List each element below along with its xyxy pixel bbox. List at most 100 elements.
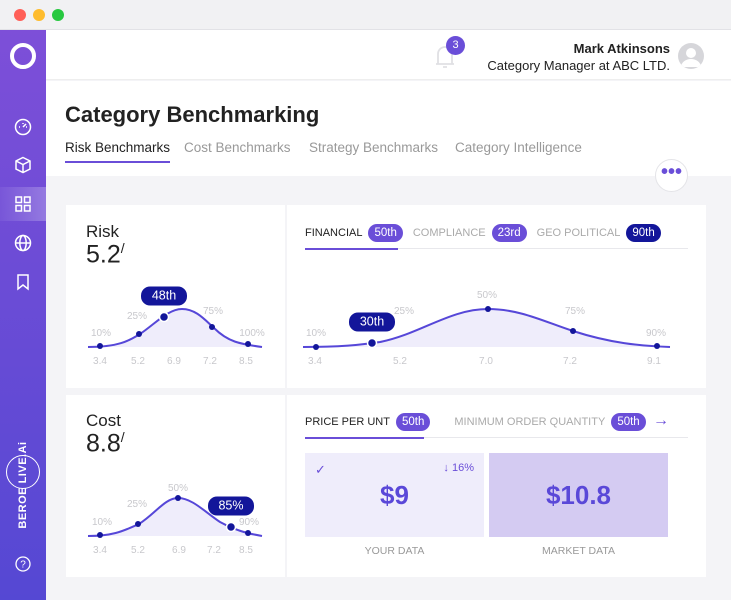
financial-curve-fill	[303, 309, 670, 347]
globe-icon	[14, 234, 32, 252]
market-data-box: $10.8	[489, 453, 668, 537]
risk-percentile-badge: 48th	[141, 286, 187, 306]
cost-sub-tabs: PRICE PER UNT 50th MINIMUM ORDER QUANTITY…	[305, 413, 646, 431]
percent-label: 25%	[126, 311, 148, 322]
percent-label: 10%	[90, 328, 112, 339]
user-name: Mark Atkinsons	[573, 41, 670, 56]
percent-label: 90%	[645, 328, 667, 339]
tab-badge: 23rd	[491, 224, 527, 242]
x-label: 7.2	[203, 356, 217, 367]
cost-percentile-badge: 85%	[208, 496, 254, 516]
risk-point	[136, 331, 142, 337]
percent-label: 50%	[476, 290, 498, 301]
financial-point	[313, 344, 319, 350]
tab-risk-benchmarks[interactable]: Risk Benchmarks	[65, 140, 171, 155]
financial-marker	[366, 337, 378, 349]
tab-badge: 50th	[368, 224, 403, 242]
avatar[interactable]	[678, 43, 704, 69]
sidebar-item-bookmarks[interactable]	[0, 265, 46, 299]
notifications-button[interactable]: 3	[428, 36, 465, 72]
window-titlebar	[0, 0, 731, 30]
percent-label: 25%	[393, 306, 415, 317]
tab-cost-benchmarks[interactable]: Cost Benchmarks	[184, 140, 291, 155]
divider	[305, 437, 688, 438]
financial-percentile-badge: 30th	[349, 312, 395, 332]
your-data-label: YOUR DATA	[364, 545, 425, 557]
tab-minimum-order-quantity[interactable]: MINIMUM ORDER QUANTITY 50th	[454, 413, 646, 431]
tab-category-intelligence[interactable]: Category Intelligence	[455, 140, 582, 155]
percent-label: 25%	[126, 499, 148, 510]
sidebar-item-global[interactable]	[0, 226, 46, 260]
risk-sub-tabs: FINANCIAL 50th COMPLIANCE 23rd GEO POLITIC…	[305, 224, 661, 242]
cost-point	[175, 495, 181, 501]
cost-score: 8.8/	[86, 429, 125, 458]
x-label: 3.4	[93, 356, 107, 367]
financial-curve	[302, 306, 671, 350]
cost-curve-fill	[88, 498, 262, 536]
risk-label: Risk	[86, 222, 120, 241]
x-label: 5.2	[131, 545, 145, 556]
cost-curve	[87, 495, 263, 538]
tab-label: PRICE PER UNT	[305, 416, 390, 428]
divider	[305, 248, 688, 249]
page-header: Category Benchmarking	[46, 81, 731, 176]
change-value: 16%	[451, 462, 474, 474]
bookmark-icon	[17, 274, 29, 291]
x-label: 8.5	[239, 545, 253, 556]
financial-point	[654, 343, 660, 349]
risk-value: 5.2	[86, 240, 121, 269]
sidebar: BEROE LIVE.Ai ?	[0, 30, 46, 600]
check-icon: ✓	[315, 462, 326, 477]
cost-summary-card	[66, 395, 285, 577]
cost-marker	[225, 521, 237, 533]
more-icon: •••	[660, 161, 682, 183]
user-role: Category Manager at ABC LTD.	[487, 58, 670, 73]
change-indicator: ↓ 16%	[443, 462, 474, 474]
next-tab-button[interactable]: →	[653, 412, 669, 430]
brand-logo-ring	[6, 455, 40, 489]
arrow-right-icon: →	[653, 412, 669, 429]
help-button[interactable]: ?	[0, 547, 46, 581]
tab-badge: 50th	[395, 413, 431, 431]
svg-text:?: ?	[20, 560, 26, 571]
sidebar-item-benchmarking[interactable]	[0, 187, 46, 221]
tab-label: GEO POLITICAL	[536, 227, 621, 239]
market-data-label: MARKET DATA	[542, 545, 615, 557]
risk-point	[245, 341, 251, 347]
active-tab-indicator	[305, 437, 424, 439]
x-label: 9.1	[647, 356, 661, 367]
sidebar-item-dashboard[interactable]	[0, 110, 46, 144]
percent-label: 10%	[91, 517, 113, 528]
page-title: Category Benchmarking	[65, 102, 320, 127]
percent-label: 75%	[202, 306, 224, 317]
cost-label: Cost	[86, 411, 121, 430]
tab-geo-political[interactable]: GEO POLITICAL 90th	[537, 224, 661, 242]
tab-compliance[interactable]: COMPLIANCE 23rd	[413, 224, 527, 242]
x-label: 5.2	[131, 356, 145, 367]
cost-point	[245, 530, 251, 536]
close-window-button[interactable]	[14, 9, 26, 21]
x-label: 6.9	[172, 545, 186, 556]
percent-label: 90%	[238, 517, 260, 528]
market-data-value: $10.8	[545, 480, 612, 510]
cost-value: 8.8	[86, 429, 121, 458]
percent-label: 100%	[239, 328, 265, 339]
more-options-button[interactable]: •••	[655, 159, 688, 192]
active-tab-indicator	[305, 248, 398, 250]
sidebar-item-products[interactable]	[0, 148, 46, 182]
risk-curve-line	[87, 307, 263, 348]
dashboard-icon	[14, 118, 32, 136]
grid-icon	[15, 196, 31, 212]
tab-label: MINIMUM ORDER QUANTITY	[454, 416, 606, 428]
tab-price-per-unit[interactable]: PRICE PER UNT 50th	[305, 413, 431, 431]
tab-strategy-benchmarks[interactable]: Strategy Benchmarks	[309, 140, 439, 155]
cost-point	[97, 532, 103, 538]
tab-financial[interactable]: FINANCIAL 50th	[305, 224, 403, 242]
maximize-window-button[interactable]	[52, 9, 64, 21]
risk-curve	[87, 307, 263, 349]
percent-label: 10%	[305, 328, 327, 339]
x-label: 7.2	[563, 356, 577, 367]
user-info[interactable]: Mark Atkinsons Category Manager at ABC L…	[487, 40, 670, 74]
minimize-window-button[interactable]	[33, 9, 45, 21]
